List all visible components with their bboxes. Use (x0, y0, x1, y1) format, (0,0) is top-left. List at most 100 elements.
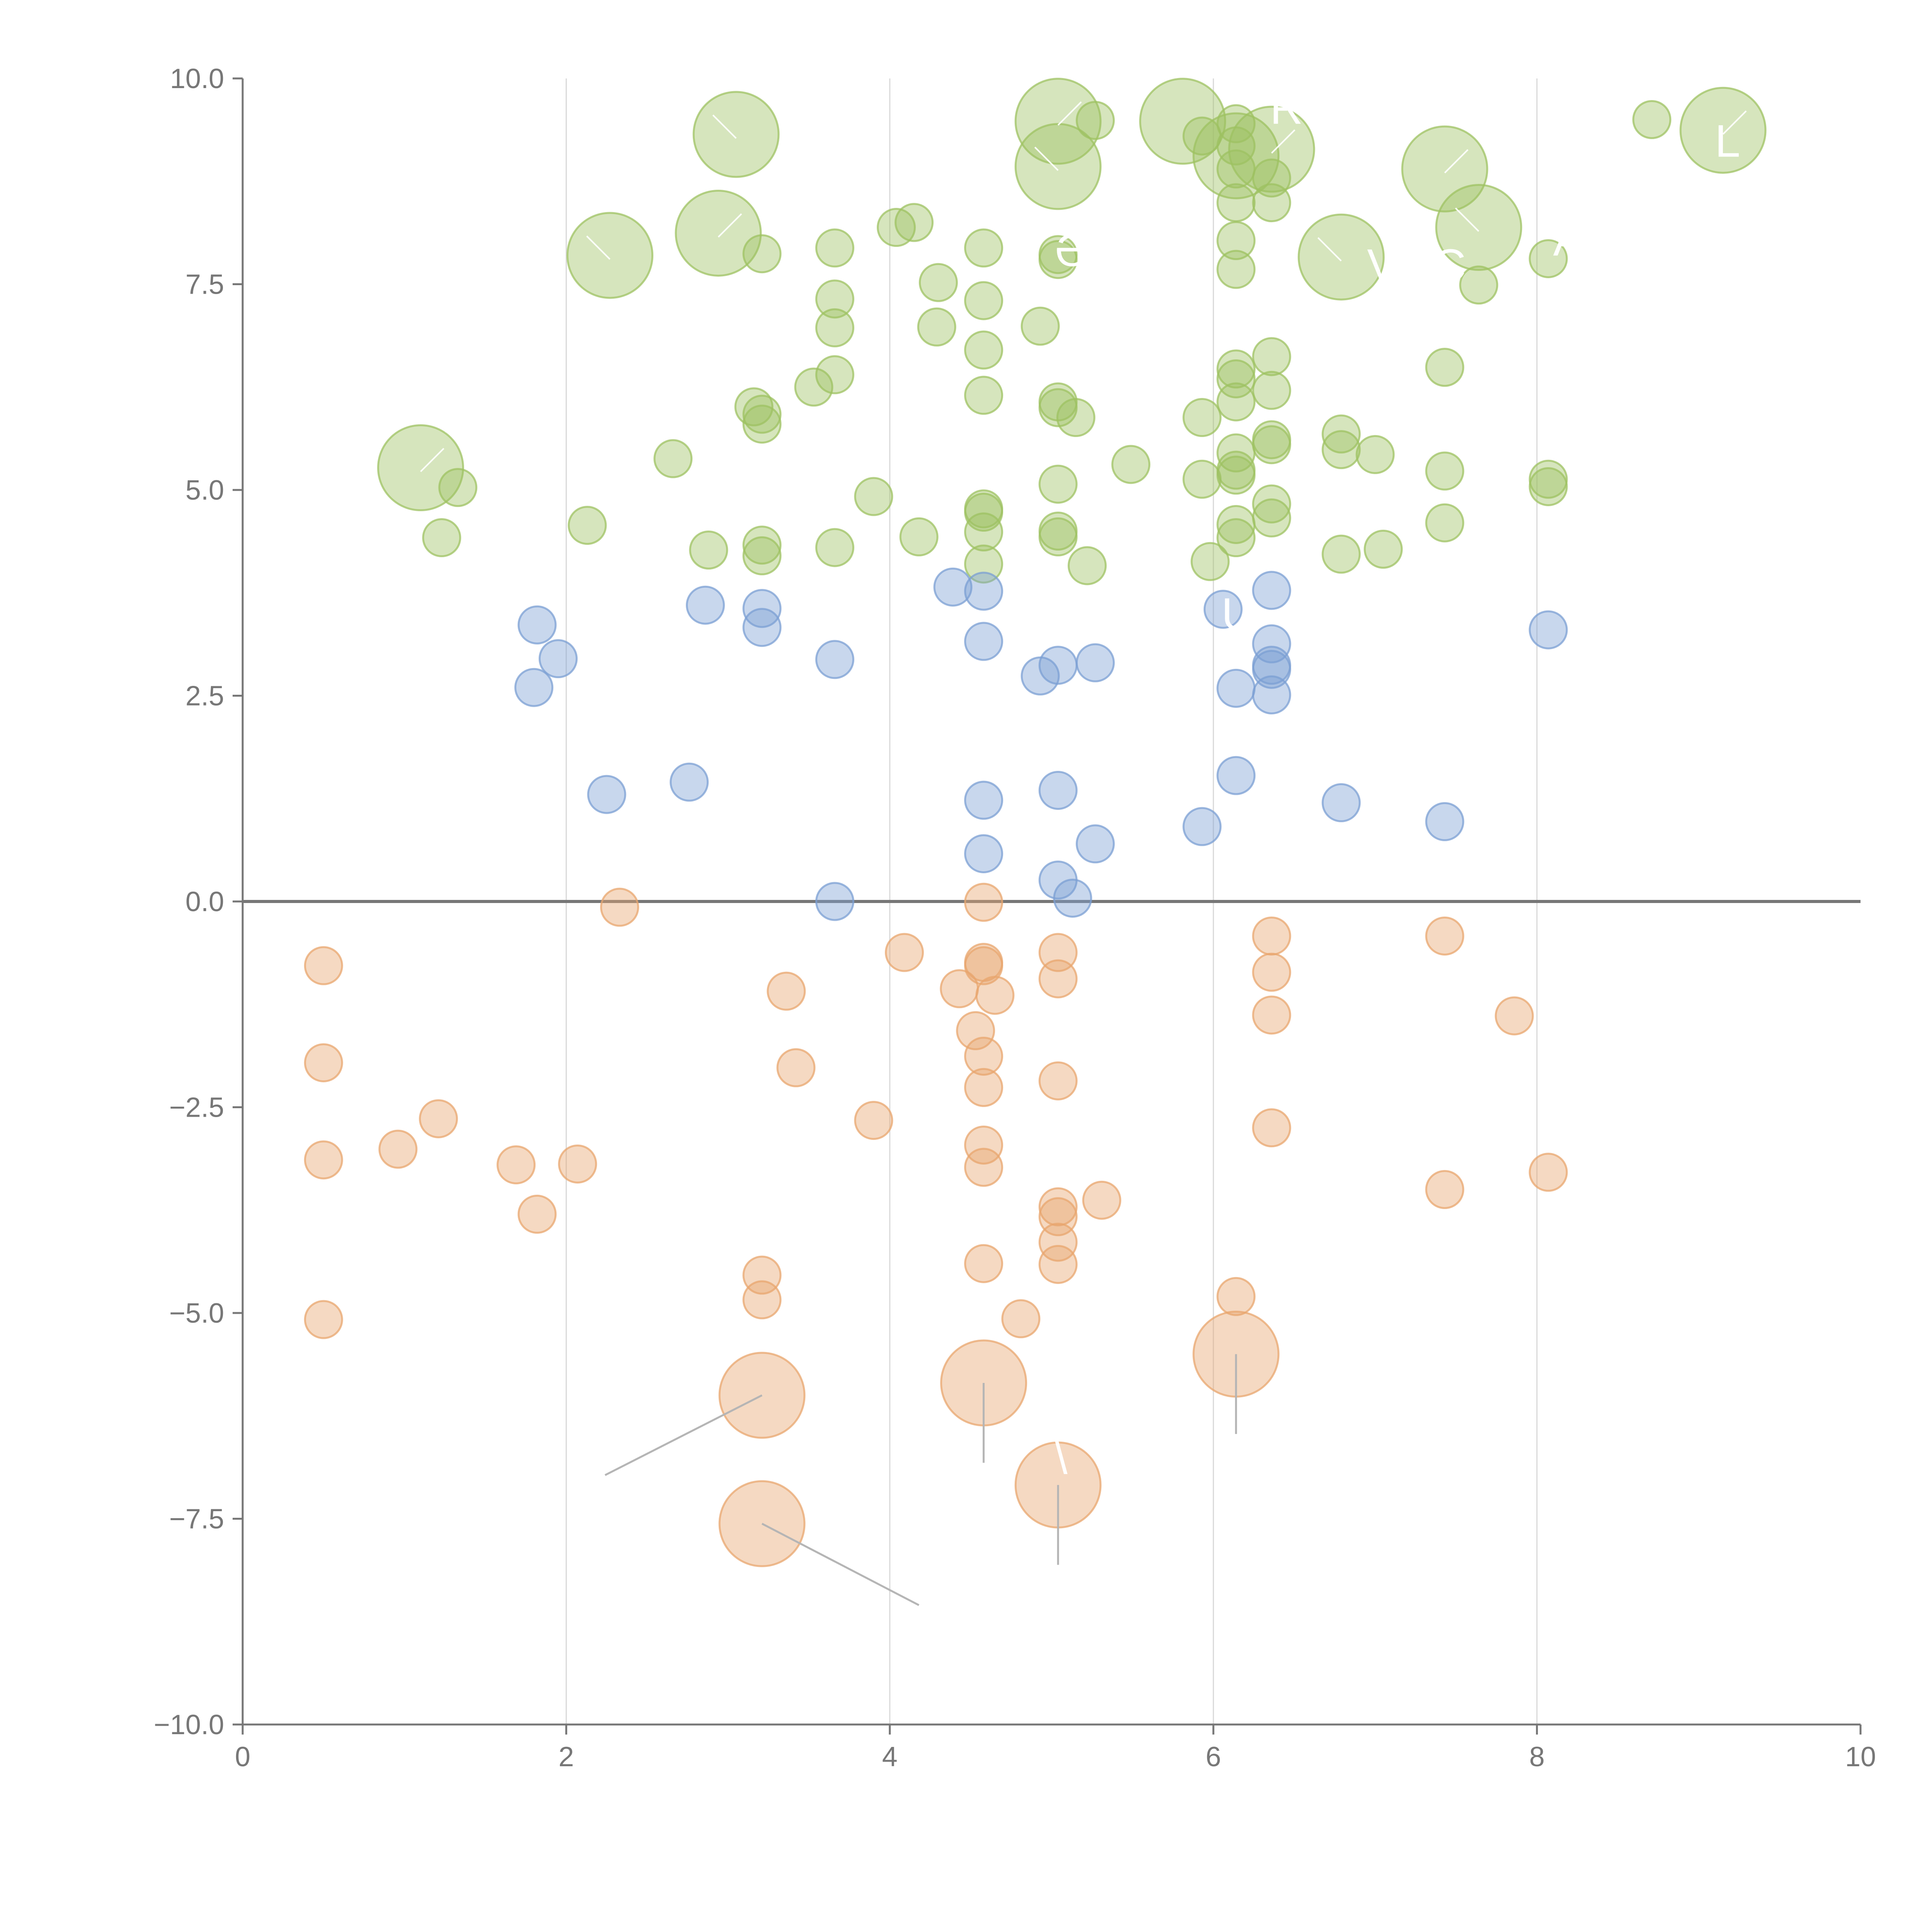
bubble-low (304, 946, 343, 985)
bubble-high (568, 506, 607, 545)
bubble-high (815, 228, 854, 268)
bubble-high (1190, 542, 1230, 581)
bubble-low (975, 976, 1015, 1015)
bubble-high (1139, 78, 1226, 165)
bubble-mid (587, 775, 626, 814)
bubble-high (1020, 306, 1060, 346)
bubble-mid (517, 605, 557, 645)
bubble-mid (1252, 675, 1291, 714)
axes: 10.0 7.5 5.0 2.5 0.0 −2.5 −5.0 −7.5 −10.0 0 2 4 6 8 10 (154, 63, 1876, 1772)
bubble-low (558, 1144, 597, 1184)
bubble-leader-line (1057, 101, 1082, 126)
bubble-low (304, 1140, 343, 1180)
bubble-high (1355, 435, 1395, 474)
bubble-leader-line (1271, 129, 1296, 154)
bubble-leader-line (1034, 146, 1059, 171)
bubble-mid (1425, 802, 1464, 841)
bubble-mid (538, 639, 578, 679)
bubble-low (1252, 916, 1291, 956)
bubble-low (1425, 1170, 1464, 1209)
x-tick-label: 2 (558, 1742, 574, 1772)
callout-layer (420, 101, 1747, 1606)
bubble-leader-line (1317, 237, 1342, 262)
bubble-high (1679, 87, 1767, 174)
bubble-mid (742, 608, 782, 647)
bubble-high (1252, 484, 1291, 524)
bubble-mid (964, 834, 1003, 873)
bubble-high (1056, 398, 1095, 437)
bubble-high (1216, 382, 1256, 422)
bubble-leader-line (1444, 149, 1469, 173)
bubble-mid (815, 640, 854, 679)
bubble-low (1001, 1299, 1041, 1338)
bubble-low (964, 1125, 1003, 1165)
bubble-high (742, 234, 782, 274)
bubble-mid (815, 882, 854, 921)
bubble-low (497, 1145, 536, 1185)
bubble-high (1038, 388, 1078, 427)
bubble-leader-line (586, 235, 611, 260)
bubble-high (1182, 459, 1222, 499)
bubble-low (1038, 1061, 1078, 1100)
bubble-low (1082, 1180, 1121, 1220)
bubble-low (1252, 1108, 1291, 1148)
bubble-low (517, 1194, 557, 1234)
bubble-mid (964, 622, 1003, 661)
bubble-mid (1076, 824, 1115, 864)
bubble-mid (1203, 590, 1243, 629)
bubble-mid (964, 571, 1003, 611)
bubble-high (1435, 184, 1522, 271)
bubble-high (815, 279, 854, 319)
bubble-high (438, 468, 478, 507)
bubble-low (304, 1043, 343, 1082)
bubble-high (1038, 464, 1078, 504)
bubble-leader-line (712, 114, 737, 139)
callout-leader-line (761, 1523, 920, 1606)
bubble-mid (685, 585, 725, 625)
bubble-mid (1216, 668, 1256, 708)
bubble-mid (1216, 756, 1256, 795)
bubble-high (1014, 123, 1102, 210)
bubble-low (964, 883, 1003, 922)
bubble-leader-line (1722, 110, 1747, 135)
x-tick-label: 8 (1529, 1742, 1545, 1772)
bubble-mid (1038, 646, 1078, 685)
x-tick-label: 6 (1206, 1742, 1221, 1772)
bubble-high (689, 530, 728, 570)
bubble-label-fragment: \ (1055, 1432, 1068, 1483)
bubble-high (742, 405, 782, 444)
x-tick-label: 0 (235, 1742, 250, 1772)
y-tick-label: −2.5 (169, 1092, 224, 1123)
bubble-leader-line (1455, 207, 1480, 232)
y-tick-label: −7.5 (169, 1504, 224, 1535)
bubble-low (964, 1148, 1003, 1187)
bubble-high (964, 330, 1003, 370)
bubble-mid (1321, 783, 1361, 822)
bubble-high (742, 395, 782, 434)
bubble-low (1038, 1187, 1078, 1226)
y-tick-label: 7.5 (185, 269, 224, 300)
bubble-high (1632, 100, 1672, 139)
bubble-high (964, 228, 1003, 268)
bubble-high (1192, 112, 1280, 199)
bubble-high (1252, 183, 1291, 223)
bubble-high (794, 367, 833, 407)
bubble-high (815, 355, 854, 395)
bubble-high (1252, 371, 1291, 410)
bubble-mid (1076, 643, 1115, 682)
bubble-high (1216, 349, 1256, 389)
bubble-high (964, 544, 1003, 584)
bubble-high (675, 189, 762, 277)
bubble-high (742, 526, 782, 565)
bubble-high (1529, 467, 1568, 506)
label-layer: E ƏZ VOC A R L U \ (442, 83, 1740, 1483)
bubble-low (1038, 959, 1078, 998)
bubble-low (767, 971, 806, 1011)
bubble-low (776, 1048, 816, 1087)
bubble-high (1182, 398, 1222, 437)
bubble-low (964, 1068, 1003, 1107)
bubble-low (378, 1129, 418, 1169)
bubble-high (964, 376, 1003, 415)
